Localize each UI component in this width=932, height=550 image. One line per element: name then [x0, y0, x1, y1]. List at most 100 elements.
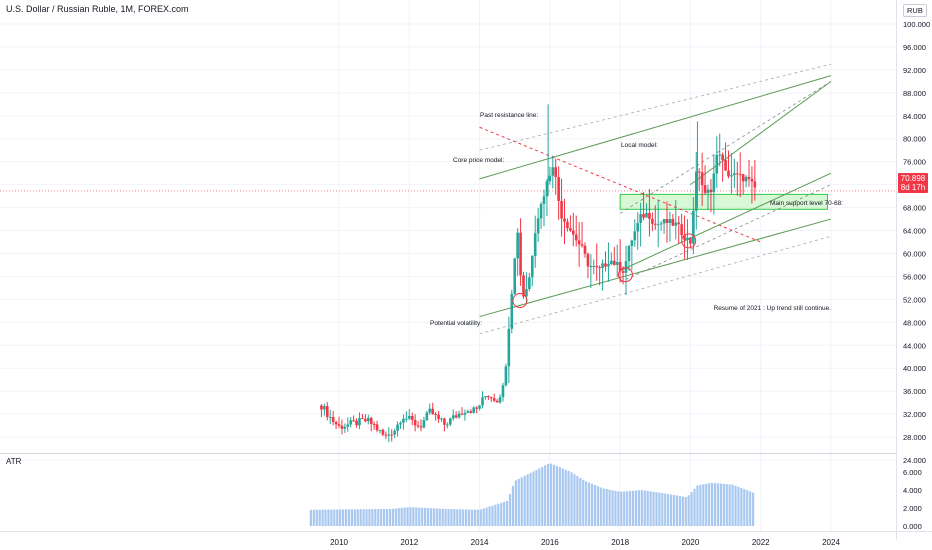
- atr-bar: [441, 508, 444, 526]
- atr-bar: [552, 464, 556, 526]
- candle-body: [689, 237, 692, 244]
- atr-bar: [629, 490, 632, 526]
- candle-body: [680, 224, 683, 236]
- atr-bar: [497, 503, 500, 526]
- atr-bar: [333, 509, 336, 526]
- note-past-resistance: Past resistance line:: [480, 112, 538, 119]
- candle-body: [662, 219, 666, 224]
- atr-bar: [599, 487, 602, 526]
- candle-body: [571, 230, 575, 235]
- atr-bar: [517, 478, 520, 526]
- atr-bar: [681, 496, 684, 526]
- atr-bar: [734, 485, 737, 526]
- candle-body: [692, 210, 695, 244]
- candle-body: [595, 265, 599, 268]
- candle-body: [577, 240, 581, 245]
- atr-bar: [541, 466, 544, 526]
- atr-bar: [520, 477, 523, 526]
- candle-body: [612, 260, 616, 265]
- candle-body: [557, 177, 560, 201]
- candle-body: [498, 397, 502, 403]
- y-tick-label: 32.000: [903, 410, 926, 419]
- candle-body: [677, 222, 681, 225]
- atr-bar: [447, 509, 450, 526]
- candle-body: [390, 434, 394, 436]
- candle-body: [665, 219, 669, 224]
- y-tick-label: 96.000: [903, 43, 926, 52]
- atr-bar: [503, 501, 506, 526]
- y-tick-label: 24.000: [903, 456, 926, 465]
- atr-bar: [374, 509, 377, 526]
- atr-bar: [438, 508, 441, 526]
- candle-body: [372, 423, 376, 425]
- atr-bar: [684, 497, 687, 526]
- atr-bar: [523, 475, 526, 526]
- candle-body: [744, 176, 748, 182]
- candle-body: [536, 218, 540, 234]
- candle-body: [472, 407, 476, 413]
- atr-bar: [429, 508, 433, 526]
- atr-bar: [508, 494, 512, 526]
- candle-body: [484, 396, 487, 398]
- atr-bar: [549, 463, 553, 526]
- candle-body: [648, 212, 651, 219]
- atr-bar: [421, 507, 424, 526]
- atr-bar: [336, 509, 339, 526]
- candle-body: [642, 214, 645, 218]
- candle-body: [735, 173, 739, 175]
- candle-body: [323, 406, 326, 410]
- candle-body: [516, 232, 519, 259]
- y-tick-label: 36.000: [903, 387, 926, 396]
- candle-body: [320, 405, 323, 410]
- candle-body: [671, 219, 675, 226]
- atr-bar: [488, 506, 491, 526]
- atr-bar: [467, 509, 471, 526]
- atr-bar: [426, 508, 430, 526]
- atr-bar: [602, 488, 605, 526]
- support-zone-box: [619, 193, 828, 210]
- atr-bar: [462, 509, 465, 526]
- atr-bar: [324, 509, 327, 526]
- chart-annotations: Past resistance line: Core price model: Lo…: [430, 112, 843, 327]
- y-tick-label: 48.000: [903, 318, 926, 327]
- atr-bar: [312, 509, 315, 526]
- candle-body: [715, 154, 719, 174]
- currency-badge[interactable]: RUB: [903, 4, 927, 17]
- candle-body: [583, 245, 587, 254]
- candle-body: [334, 422, 338, 425]
- candle-body: [402, 418, 405, 423]
- price-candles: [320, 104, 757, 443]
- atr-bar: [664, 493, 667, 526]
- candle-body: [478, 405, 481, 409]
- atr-bar: [623, 491, 626, 526]
- candle-body: [501, 385, 505, 398]
- candle-body: [431, 408, 435, 414]
- candle-body: [489, 397, 493, 399]
- candle-body: [659, 223, 663, 225]
- atr-bar: [617, 491, 620, 526]
- candle-body: [624, 261, 628, 273]
- atr-axis-labels: 0.000 2.000 4.000 6.000: [903, 468, 922, 531]
- candle-body: [607, 264, 610, 267]
- candle-body: [668, 219, 672, 224]
- candle-body: [703, 185, 707, 193]
- atr-bar: [500, 502, 503, 526]
- channel-upper: [479, 75, 832, 180]
- atr-tick-label: 0.000: [903, 522, 922, 531]
- past-resistance-line: [479, 126, 761, 243]
- atr-bar: [670, 494, 673, 526]
- y-tick-label: 64.000: [903, 227, 926, 236]
- atr-bar: [579, 478, 582, 526]
- atr-indicator-label[interactable]: ATR: [6, 457, 22, 466]
- candle-body: [545, 181, 549, 197]
- candle-body: [440, 418, 443, 420]
- candle-body: [592, 265, 596, 267]
- candle-body: [504, 366, 508, 386]
- y-tick-label: 100.000: [903, 20, 930, 29]
- candle-body: [378, 429, 382, 431]
- bar-countdown: 8d 17h: [900, 183, 926, 192]
- candle-body: [528, 277, 531, 289]
- price-axis[interactable]: [896, 0, 932, 540]
- atr-histogram: [309, 463, 755, 526]
